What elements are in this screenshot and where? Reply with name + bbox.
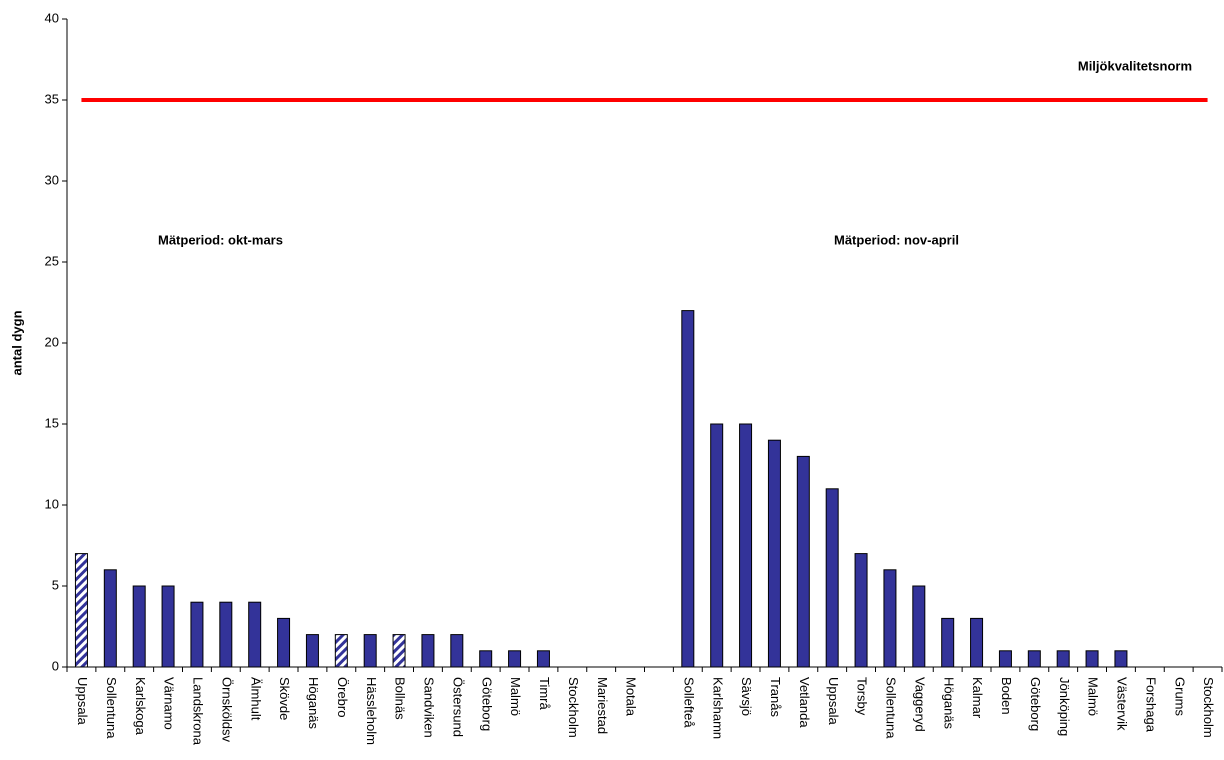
bar [998,650,1012,668]
x-tick-label: Torsby [855,677,870,716]
bar [103,569,117,668]
x-tick-label: Boden [999,677,1014,715]
x-tick-label: Sollentuna [884,677,899,739]
annotation: Mätperiod: okt-mars [158,232,283,247]
x-tick-label: Karlshamn [710,677,725,739]
bar [305,634,319,668]
bar [248,601,262,668]
x-tick-label: Höganäs [941,677,956,730]
x-tick-label: Sollefteå [681,677,696,728]
x-tick-label: Göteborg [479,677,494,731]
y-axis-label: antal dygn [9,310,24,375]
x-tick-label: Malmö [1086,677,1101,716]
bar [334,634,348,668]
y-tick-label: 10 [45,496,59,511]
bar [421,634,435,668]
bar [161,585,175,668]
bar [767,439,781,668]
x-tick-label: Örebro [335,677,350,717]
annotation: Mätperiod: nov-april [834,232,959,247]
bar [1027,650,1041,668]
bar [219,601,233,668]
bar [681,310,695,668]
x-tick-label: Landskrona [191,677,206,746]
x-tick-label: Timrå [537,677,552,711]
bar [508,650,522,668]
bar [392,634,406,668]
x-tick-label: Skövde [277,677,292,720]
x-tick-label: Östersund [450,677,465,737]
bar [1114,650,1128,668]
bar [739,423,753,668]
bar [1085,650,1099,668]
x-tick-label: Vaggeryd [912,677,927,732]
x-tick-label: Grums [1172,677,1187,717]
bar [74,553,88,668]
x-tick-label: Västervik [1115,677,1130,731]
bar [132,585,146,668]
x-tick-label: Sollentuna [104,677,119,739]
y-tick-label: 0 [52,658,59,673]
y-tick-label: 40 [45,10,59,25]
x-tick-label: Motala [624,677,639,717]
y-tick-label: 5 [52,577,59,592]
bar [854,553,868,668]
x-tick-label: Höganäs [306,677,321,730]
x-tick-label: Forshaga [1143,677,1158,733]
bar [941,617,955,668]
bar [479,650,493,668]
bar [536,650,550,668]
y-tick-label: 15 [45,415,59,430]
x-tick-label: Sandviken [422,677,437,738]
x-tick-label: Uppsala [75,677,90,725]
x-tick-label: Bollnäs [393,677,408,720]
x-tick-label: Karlskoga [133,677,148,736]
x-tick-label: Stockholm [1201,677,1216,738]
y-tick-label: 20 [45,334,59,349]
bar [970,617,984,668]
bar [450,634,464,668]
x-tick-label: Göteborg [1028,677,1043,731]
x-tick-label: Malmö [508,677,523,716]
x-tick-label: Hässleholm [364,677,379,745]
bar [1056,650,1070,668]
bar [825,488,839,668]
bar [363,634,377,668]
x-tick-label: Älmhult [248,677,263,721]
x-tick-label: Vetlanda [797,677,812,728]
x-tick-label: Värnamo [162,677,177,730]
bar [883,569,897,668]
y-tick-label: 25 [45,253,59,268]
x-tick-label: Jönköping [1057,677,1072,736]
x-tick-label: Kalmar [970,677,985,719]
x-tick-label: Stockholm [566,677,581,738]
bar [710,423,724,668]
bar [796,455,810,668]
x-tick-label: Uppsala [826,677,841,725]
y-tick-label: 30 [45,172,59,187]
x-tick-label: Örnsköldsv [219,677,234,743]
x-tick-label: Sävsjö [739,677,754,716]
x-tick-label: Mariestad [595,677,610,734]
bar [277,617,291,668]
reference-label: Miljökvalitetsnorm [1078,58,1192,73]
x-tick-label: Tranås [768,677,783,717]
bar [190,601,204,668]
y-tick-label: 35 [45,91,59,106]
bar [912,585,926,668]
